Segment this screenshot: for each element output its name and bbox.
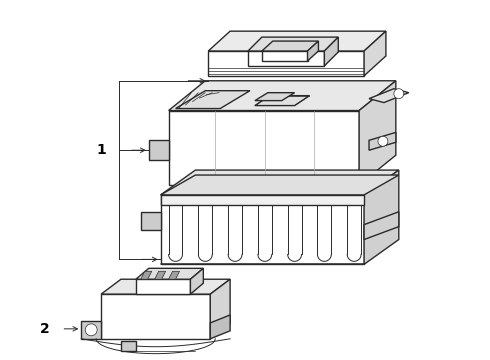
Polygon shape (369, 89, 409, 103)
Polygon shape (248, 51, 324, 66)
Polygon shape (149, 140, 169, 160)
Polygon shape (136, 279, 191, 294)
Polygon shape (324, 37, 338, 66)
Polygon shape (262, 41, 318, 51)
Polygon shape (101, 294, 210, 339)
Polygon shape (101, 279, 230, 294)
Polygon shape (169, 111, 359, 185)
Text: 2: 2 (40, 322, 49, 336)
Polygon shape (359, 81, 396, 185)
Circle shape (394, 89, 404, 99)
Polygon shape (136, 268, 203, 279)
Text: 1: 1 (97, 143, 106, 157)
Polygon shape (175, 91, 250, 109)
Polygon shape (364, 170, 399, 264)
Polygon shape (210, 279, 230, 339)
Polygon shape (248, 37, 338, 51)
Polygon shape (81, 321, 101, 339)
Polygon shape (161, 170, 399, 195)
Polygon shape (169, 271, 179, 279)
Polygon shape (255, 96, 310, 105)
Polygon shape (141, 212, 161, 230)
Polygon shape (191, 268, 203, 294)
Polygon shape (161, 195, 364, 205)
Polygon shape (121, 341, 136, 351)
Polygon shape (208, 51, 364, 76)
Circle shape (378, 136, 388, 146)
Polygon shape (255, 93, 294, 100)
Polygon shape (169, 81, 396, 111)
Polygon shape (141, 271, 152, 279)
Polygon shape (308, 41, 319, 61)
Circle shape (85, 324, 97, 336)
Polygon shape (155, 271, 166, 279)
Polygon shape (364, 31, 386, 76)
Polygon shape (369, 132, 396, 150)
Polygon shape (208, 31, 386, 51)
Polygon shape (161, 175, 399, 195)
Polygon shape (210, 315, 230, 339)
Polygon shape (161, 195, 364, 264)
Polygon shape (364, 212, 399, 239)
Polygon shape (262, 51, 308, 61)
